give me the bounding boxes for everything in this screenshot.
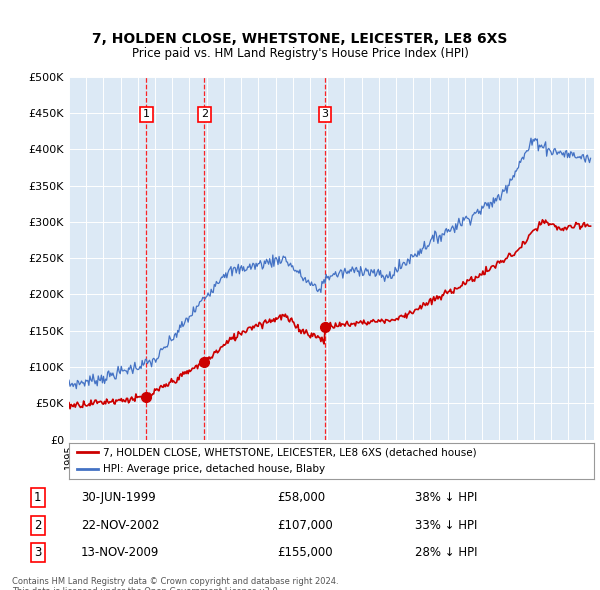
- Text: 2: 2: [34, 519, 41, 532]
- Text: 33% ↓ HPI: 33% ↓ HPI: [415, 519, 478, 532]
- Text: 2: 2: [201, 109, 208, 119]
- Text: £155,000: £155,000: [277, 546, 332, 559]
- Text: 7, HOLDEN CLOSE, WHETSTONE, LEICESTER, LE8 6XS (detached house): 7, HOLDEN CLOSE, WHETSTONE, LEICESTER, L…: [103, 447, 477, 457]
- Text: 7, HOLDEN CLOSE, WHETSTONE, LEICESTER, LE8 6XS: 7, HOLDEN CLOSE, WHETSTONE, LEICESTER, L…: [92, 32, 508, 47]
- Text: 3: 3: [322, 109, 328, 119]
- Text: 3: 3: [34, 546, 41, 559]
- Text: 28% ↓ HPI: 28% ↓ HPI: [415, 546, 478, 559]
- Text: Price paid vs. HM Land Registry's House Price Index (HPI): Price paid vs. HM Land Registry's House …: [131, 47, 469, 60]
- Text: 13-NOV-2009: 13-NOV-2009: [81, 546, 160, 559]
- Text: HPI: Average price, detached house, Blaby: HPI: Average price, detached house, Blab…: [103, 464, 325, 474]
- Text: 1: 1: [143, 109, 150, 119]
- Text: 38% ↓ HPI: 38% ↓ HPI: [415, 491, 478, 504]
- Text: 30-JUN-1999: 30-JUN-1999: [81, 491, 156, 504]
- Text: Contains HM Land Registry data © Crown copyright and database right 2024.
This d: Contains HM Land Registry data © Crown c…: [12, 577, 338, 590]
- Text: £107,000: £107,000: [277, 519, 333, 532]
- Text: 1: 1: [34, 491, 41, 504]
- Text: £58,000: £58,000: [277, 491, 325, 504]
- Text: 22-NOV-2002: 22-NOV-2002: [81, 519, 160, 532]
